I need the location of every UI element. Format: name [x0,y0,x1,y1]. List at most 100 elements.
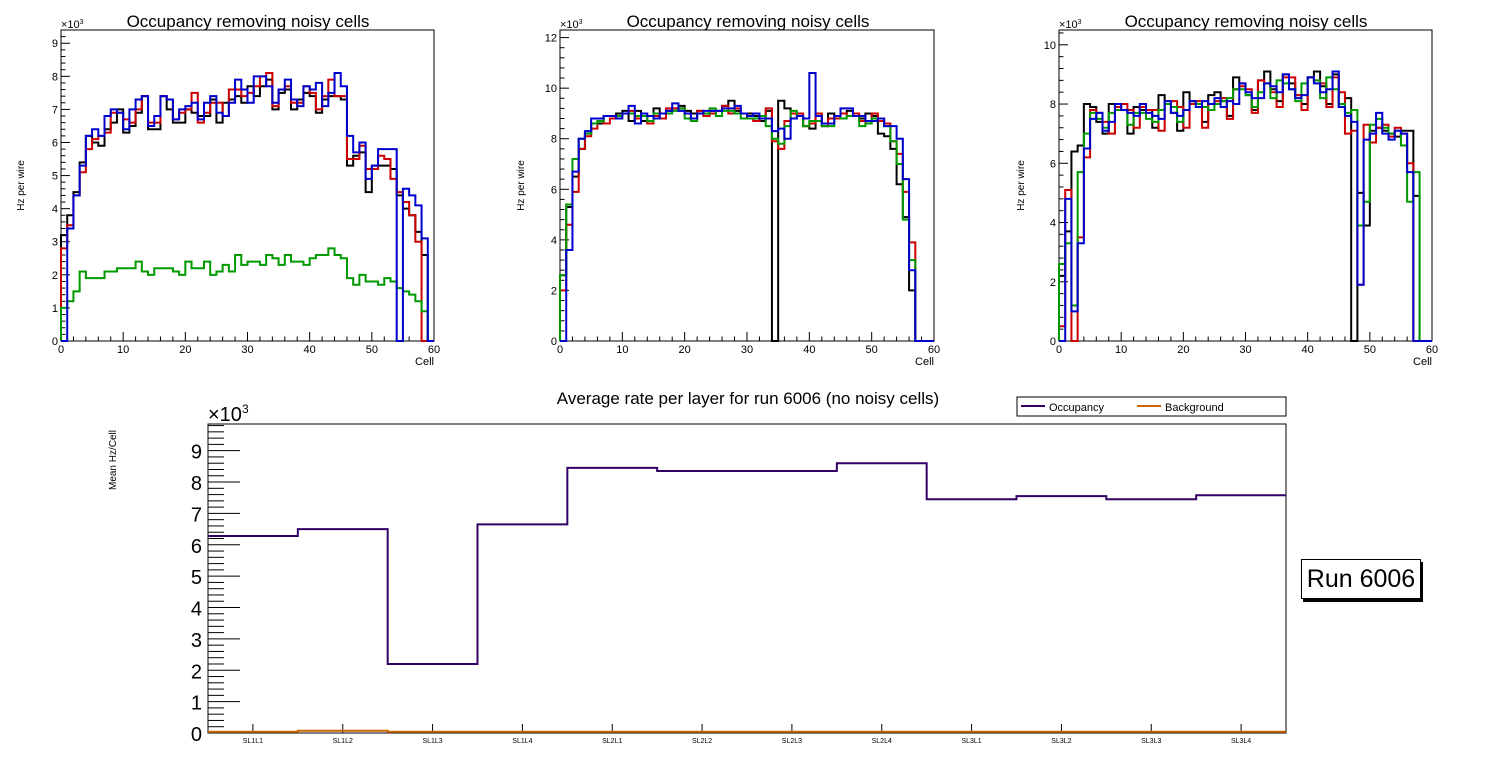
x-tick-label: 40 [304,344,316,356]
y-tick-label: 4 [1050,218,1056,230]
legend-label-occupancy: Occupancy [1049,402,1105,414]
panel-title: Occupancy removing noisy cells [627,12,870,31]
x-tick-label: 20 [179,344,191,356]
plot-frame [1058,29,1433,342]
series-background [208,729,1286,733]
y-multiplier: ×103 [1059,19,1082,31]
x-tick-label: 40 [803,344,815,356]
series-green [60,247,434,342]
x-category-label: SL1L1 [243,738,263,745]
x-tick-label: 60 [928,344,940,356]
y-tick-label: 6 [551,184,557,196]
y-tick-label: 6 [52,137,58,149]
y-tick-label: 2 [191,661,202,683]
x-category-label: SL2L4 [872,738,892,745]
y-tick-label: 4 [52,204,58,216]
y-tick-label: 6 [1050,158,1056,170]
y-tick-label: 2 [551,285,557,297]
x-tick-label: 0 [557,344,563,356]
x-tick-label: 20 [1177,344,1189,356]
series-green [559,107,934,342]
y-tick-label: 7 [52,104,58,116]
x-tick-label: 50 [1364,344,1376,356]
x-tick-label: 50 [366,344,378,356]
plot-frame [559,29,935,342]
y-tick-label: 1 [191,693,202,715]
y-axis-label: Hz per wire [16,160,27,211]
y-multiplier: ×103 [208,402,249,426]
layer-rate-panel: Average rate per layer for run 6006 (no … [108,389,1287,746]
y-tick-label: 12 [545,33,557,45]
x-tick-label: 0 [58,344,64,356]
run-label: Run 6006 [1306,565,1416,593]
x-tick-label: 10 [117,344,129,356]
x-tick-label: 30 [1239,344,1251,356]
y-tick-label: 8 [52,71,58,83]
y-tick-label: 1 [52,303,58,315]
panel-title: Occupancy removing noisy cells [127,12,370,31]
y-tick-label: 10 [1044,40,1056,52]
plot-frame [207,423,1287,734]
y-tick-label: 4 [191,599,202,621]
y-tick-label: 2 [52,270,58,282]
y-axis-label: Hz per wire [1016,160,1027,211]
y-axis-label: Hz per wire [516,160,527,211]
x-category-label: SL1L4 [512,738,532,745]
x-tick-label: 10 [616,344,628,356]
y-tick-label: 5 [191,567,202,589]
y-tick-label: 0 [191,724,202,746]
x-category-label: SL3L1 [961,738,981,745]
y-tick-label: 7 [191,504,202,526]
y-tick-label: 0 [1050,336,1056,348]
x-category-label: SL1L2 [333,738,353,745]
series-blue [560,71,934,342]
x-category-label: SL2L2 [692,738,712,745]
series-blue [61,72,434,342]
y-tick-label: 0 [52,336,58,348]
y-tick-label: 3 [191,630,202,652]
series-occupancy [208,462,1286,665]
x-tick-label: 30 [741,344,753,356]
x-category-label: SL3L3 [1141,738,1161,745]
x-category-label: SL2L3 [782,738,802,745]
x-tick-label: 20 [679,344,691,356]
y-axis-label: Mean Hz/Cell [108,430,119,490]
y-tick-label: 6 [191,536,202,558]
y-tick-label: 8 [1050,99,1056,111]
plot-frame [60,29,435,342]
x-tick-label: 60 [1426,344,1438,356]
x-category-label: SL3L4 [1231,738,1251,745]
y-tick-label: 2 [1050,277,1056,289]
x-tick-label: 0 [1056,344,1062,356]
x-tick-label: 50 [866,344,878,356]
x-tick-label: 30 [241,344,253,356]
x-tick-label: 10 [1115,344,1127,356]
x-category-label: SL1L3 [422,738,442,745]
summary-title: Average rate per layer for run 6006 (no … [557,389,939,408]
legend-label-background: Background [1165,402,1224,414]
series-blue [1059,70,1432,342]
x-axis-label: Cell [415,356,434,368]
x-axis-label: Cell [1413,356,1432,368]
y-tick-label: 8 [551,134,557,146]
y-tick-label: 9 [191,442,202,464]
x-tick-label: 40 [1302,344,1314,356]
series-black [559,99,934,342]
series-green [1058,76,1432,342]
y-tick-label: 4 [551,235,557,247]
y-tick-label: 0 [551,336,557,348]
y-tick-label: 8 [191,473,202,495]
y-multiplier: ×103 [61,19,84,31]
panel-title: Occupancy removing noisy cells [1125,12,1368,31]
series-red [559,104,934,342]
y-tick-label: 5 [52,171,58,183]
y-tick-label: 3 [52,237,58,249]
series-black [60,78,434,342]
x-category-label: SL3L2 [1051,738,1071,745]
legend: Occupancy Background [1016,396,1287,417]
x-axis-label: Cell [915,356,934,368]
